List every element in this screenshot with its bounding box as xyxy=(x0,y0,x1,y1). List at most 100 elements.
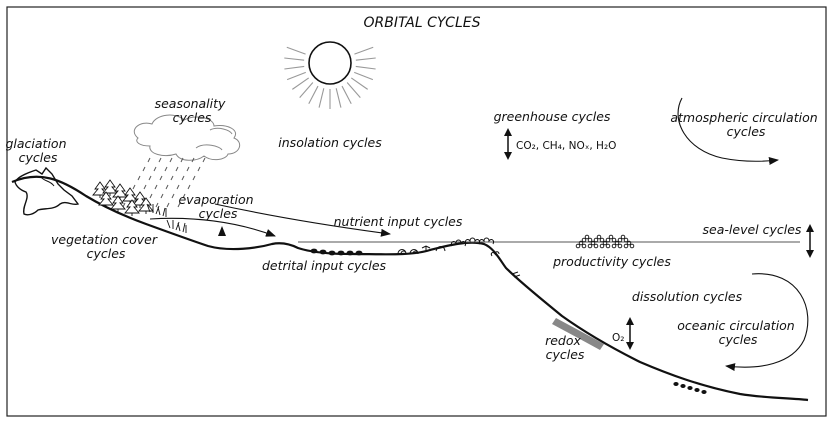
diagram-frame xyxy=(6,6,827,417)
plankton-cell xyxy=(617,243,623,249)
nutrient-arrow-icon xyxy=(214,203,391,237)
deep-sea-nodules-icon xyxy=(673,382,707,394)
tree xyxy=(98,191,114,208)
plankton-icon xyxy=(575,234,635,249)
plankton-cell xyxy=(599,243,605,249)
rain-drop xyxy=(164,166,168,172)
plankton-cell xyxy=(629,243,635,249)
rain-drop xyxy=(169,157,173,163)
rain-drop xyxy=(202,157,206,163)
insolation-label: insolation cycles xyxy=(278,135,382,150)
redox-label: redox cycles xyxy=(545,333,585,362)
greenhouse-arrow-icon xyxy=(504,128,512,160)
rain-drop xyxy=(192,175,196,181)
sun-ray xyxy=(284,65,305,70)
evaporation-arrow-icon xyxy=(149,217,276,237)
rain-drop xyxy=(154,184,158,190)
plankton-cell xyxy=(611,243,617,249)
grass-icon xyxy=(146,203,187,233)
plankton-cell xyxy=(593,243,599,249)
oceanic-circulation-label: oceanic circulation cycles xyxy=(677,318,798,347)
sun-ray xyxy=(341,85,352,105)
plankton-cell xyxy=(593,237,599,243)
sun-ray xyxy=(299,82,314,98)
diagram-title: ORBITAL CYCLES xyxy=(364,15,481,31)
sun-ray xyxy=(286,71,306,81)
oceanic-circulation-arrow-icon xyxy=(725,273,809,372)
trees-icon xyxy=(92,179,154,216)
plankton-cell xyxy=(581,237,587,243)
rain-drop xyxy=(186,166,190,172)
rain-drop xyxy=(187,184,191,190)
sun-ray xyxy=(284,57,305,61)
plankton-cell xyxy=(599,237,605,243)
rain-drop xyxy=(148,175,152,181)
plankton-cell xyxy=(587,237,593,243)
glaciation-label: glaciation cycles xyxy=(5,136,70,165)
rain-drop xyxy=(197,166,201,172)
detrital-input-label: detrital input cycles xyxy=(262,258,387,273)
sun-ray xyxy=(354,71,374,81)
plankton-cell xyxy=(587,243,593,249)
atmospheric-circulation-arrow-icon xyxy=(677,97,779,165)
sun-icon xyxy=(284,41,376,109)
tree xyxy=(124,199,140,216)
shells-icon xyxy=(397,245,446,255)
rain-drop xyxy=(180,157,184,163)
rain-drop xyxy=(176,184,180,190)
plankton-cell xyxy=(614,240,620,246)
rain-drop xyxy=(149,193,153,199)
plankton-cell xyxy=(623,237,629,243)
sun-ray xyxy=(355,57,376,61)
rain-drop xyxy=(166,202,170,208)
rain-drop xyxy=(170,175,174,181)
plankton-cell xyxy=(626,240,632,246)
plankton-cell xyxy=(581,243,587,249)
rain-drop xyxy=(181,175,185,181)
plankton-cell xyxy=(605,243,611,249)
detrital-pebbles-icon xyxy=(310,248,363,256)
plankton-cell xyxy=(620,234,626,240)
vegetation-cover-label: vegetation cover cycles xyxy=(51,232,161,261)
sun-ray xyxy=(286,46,306,55)
plankton-cell xyxy=(584,234,590,240)
seafloor-profile xyxy=(11,175,809,402)
seasonality-label: seasonality cycles xyxy=(155,96,230,125)
plankton-cell xyxy=(578,240,584,246)
cloud-icon xyxy=(133,114,241,161)
tree xyxy=(92,181,108,198)
sun-ray xyxy=(355,65,376,70)
plankton-cell xyxy=(608,234,614,240)
rain-drop xyxy=(160,193,164,199)
coral-icon xyxy=(451,237,521,278)
rain-drop xyxy=(171,193,175,199)
plankton-cell xyxy=(623,243,629,249)
rain-drop xyxy=(158,157,162,163)
rain-drop xyxy=(143,184,147,190)
plankton-cell xyxy=(605,237,611,243)
sea-level-arrow-icon xyxy=(806,224,814,258)
sun-ray xyxy=(292,77,310,90)
oxygen-label: O₂ xyxy=(612,332,624,344)
sun-ray xyxy=(335,88,342,108)
plankton-cell xyxy=(602,240,608,246)
nutrient-input-label: nutrient input cycles xyxy=(334,214,463,229)
sun-ray xyxy=(308,85,319,105)
rain-drop xyxy=(177,202,181,208)
labels: seasonality cycles glaciation cycles ins… xyxy=(5,96,821,362)
plankton-cell xyxy=(611,237,617,243)
rain-drop xyxy=(159,175,163,181)
rain-drop xyxy=(191,157,195,163)
rain-drop xyxy=(182,193,186,199)
productivity-label: productivity cycles xyxy=(552,254,671,269)
rain-drop xyxy=(153,166,157,172)
plankton-cell xyxy=(596,234,602,240)
glacier-icon xyxy=(14,166,80,216)
sun-ray xyxy=(346,82,361,98)
greenhouse-label: greenhouse cycles xyxy=(494,109,611,124)
rain-drop xyxy=(175,166,179,172)
atmospheric-circulation-label: atmospheric circulation cycles xyxy=(670,110,821,139)
evaporation-label: evaporation cycles xyxy=(178,192,257,221)
redox-zone xyxy=(552,318,604,350)
